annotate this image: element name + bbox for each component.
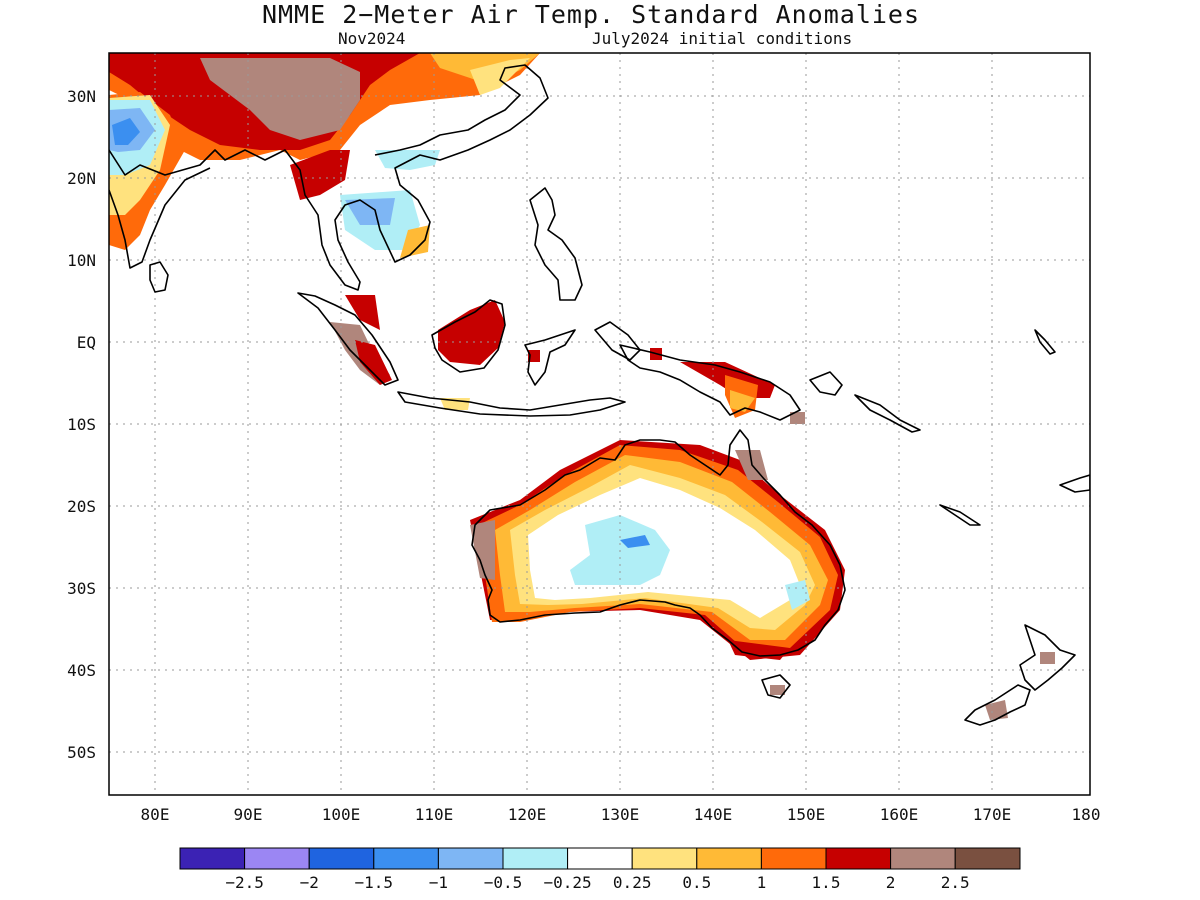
lat-label: 30N	[67, 87, 96, 106]
anomaly-shading	[109, 53, 1055, 720]
colorbar: −2.5 −2 −1.5 −1 −0.5 −0.25 0.25 0.5 1 1.…	[179, 847, 1021, 892]
longitude-axis: 80E 90E 100E 110E 120E 130E 140E 150E 16…	[141, 805, 1101, 824]
gridlines	[109, 53, 1090, 795]
colorbar-swatch	[631, 847, 698, 870]
colorbar-label: 0.25	[613, 873, 652, 892]
map-title: NMME 2−Meter Air Temp. Standard Anomalie…	[261, 0, 921, 29]
map-frame	[108, 52, 1091, 796]
latitude-axis: 30N 20N 10N EQ 10S 20S 30S 40S 50S	[67, 87, 96, 762]
lat-label: EQ	[77, 333, 96, 352]
colorbar-label: −1.5	[355, 873, 394, 892]
lat-label: 20N	[67, 169, 96, 188]
colorbar-swatch	[825, 847, 892, 870]
lon-label: 90E	[234, 805, 263, 824]
lat-label: 10N	[67, 251, 96, 270]
lat-label: 20S	[67, 497, 96, 516]
lon-label: 150E	[787, 805, 826, 824]
lat-label: 10S	[67, 415, 96, 434]
colorbar-swatch	[308, 847, 375, 870]
lon-label: 160E	[880, 805, 919, 824]
lon-label: 140E	[694, 805, 733, 824]
colorbar-swatch	[890, 847, 956, 870]
lon-label: 110E	[415, 805, 454, 824]
colorbar-label: 0.5	[682, 873, 711, 892]
lon-label: 80E	[141, 805, 170, 824]
colorbar-label: 2.5	[941, 873, 970, 892]
forecast-month: Nov2024	[338, 29, 406, 48]
colorbar-swatch	[437, 847, 504, 870]
colorbar-label: 1.5	[812, 873, 841, 892]
colorbar-swatch	[373, 847, 439, 870]
colorbar-swatch	[244, 847, 310, 870]
colorbar-label: −2.5	[225, 873, 264, 892]
lon-label: 100E	[322, 805, 361, 824]
lon-label: 120E	[508, 805, 547, 824]
colorbar-label: 1	[757, 873, 767, 892]
lat-label: 40S	[67, 661, 96, 680]
initial-conditions-label: July2024 initial conditions	[592, 29, 853, 48]
lat-label: 50S	[67, 743, 96, 762]
colorbar-label: 2	[886, 873, 896, 892]
lon-label: 170E	[973, 805, 1012, 824]
colorbar-swatch	[567, 847, 633, 870]
lat-label: 30S	[67, 579, 96, 598]
lon-label: 180	[1072, 805, 1101, 824]
colorbar-label: −2	[300, 873, 319, 892]
colorbar-swatch	[760, 847, 827, 870]
colorbar-swatch	[502, 847, 569, 870]
coastlines	[109, 64, 1090, 726]
colorbar-label: −0.5	[484, 873, 523, 892]
lon-label: 130E	[601, 805, 640, 824]
colorbar-swatch	[179, 847, 246, 870]
colorbar-swatch	[954, 847, 1021, 870]
colorbar-label: −1	[429, 873, 448, 892]
colorbar-swatch	[696, 847, 762, 870]
colorbar-label: −0.25	[544, 873, 592, 892]
